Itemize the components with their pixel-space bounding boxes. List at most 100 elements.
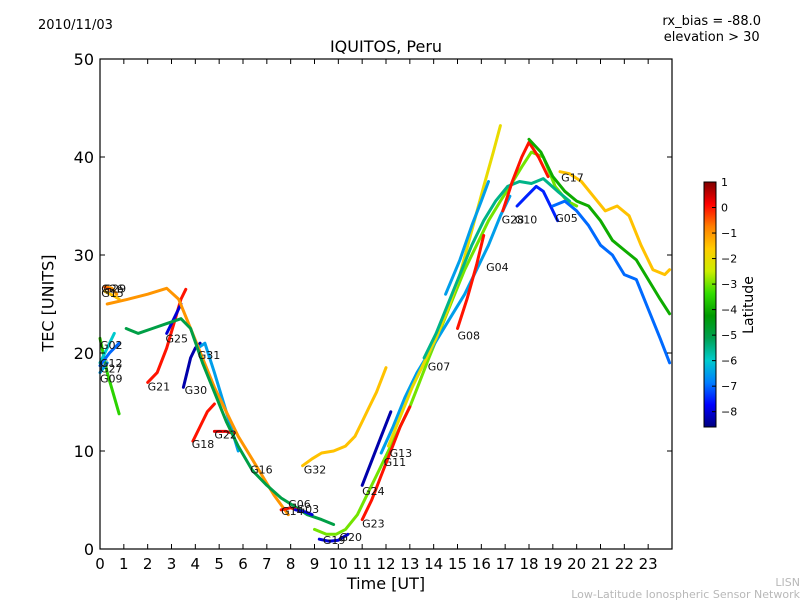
satellite-label: G24 — [362, 485, 385, 498]
x-tick-label: 7 — [262, 555, 272, 573]
x-tick-label: 23 — [639, 555, 658, 573]
colorbar-gradient — [703, 181, 717, 428]
colorbar: 1 0 −1 −2 −3 −4 −5 −6 −7 −8 — [703, 176, 737, 428]
satellite-label: G05 — [555, 212, 578, 225]
x-tick-label: 22 — [615, 555, 634, 573]
series-line-g07 — [422, 177, 571, 360]
x-tick-label: 10 — [329, 555, 348, 573]
satellite-label: G09 — [100, 372, 123, 385]
colorbar-tick-label: −4 — [721, 304, 737, 317]
series-line-g03 — [293, 508, 314, 517]
satellite-label: G23 — [362, 518, 385, 531]
series-line-g28 — [501, 140, 550, 213]
x-tick-label: 21 — [591, 555, 610, 573]
x-tick-label: 3 — [167, 555, 177, 573]
series-line-g10 — [515, 184, 560, 223]
satellite-label: G22 — [214, 428, 237, 441]
x-tick-label: 8 — [286, 555, 296, 573]
series-line-g31 — [196, 341, 240, 453]
x-tick-label: 1 — [119, 555, 129, 573]
colorbar-tick-label: 0 — [721, 202, 728, 215]
series-line-g23 — [360, 405, 412, 522]
y-tick-label: 10 — [74, 442, 94, 461]
satellite-label: G18 — [192, 438, 215, 451]
plot-frame — [99, 58, 673, 550]
x-tick-label: 11 — [353, 555, 372, 573]
series-line-g24 — [360, 410, 393, 487]
colorbar-tick-label: −6 — [721, 355, 737, 368]
y-tick-label: 50 — [74, 50, 94, 69]
colorbar-tick-label: 1 — [721, 176, 728, 189]
series-line-g16 — [105, 286, 290, 517]
series-line-g20 — [313, 150, 579, 536]
satellite-label: G27 — [100, 363, 123, 376]
satellite-label: G03 — [297, 503, 320, 516]
network-name: Low-Latitude Ionospheric Sensor Network — [571, 588, 800, 601]
x-tick-label: 13 — [400, 555, 419, 573]
x-tick-label: 9 — [310, 555, 320, 573]
y-tick-label: 30 — [74, 246, 94, 265]
x-tick-label: 15 — [448, 555, 467, 573]
network-abbreviation: LISN — [775, 576, 800, 589]
x-tick-label: 0 — [95, 555, 105, 573]
satellite-label: G32 — [304, 464, 327, 477]
satellite-label: G20 — [340, 531, 363, 544]
series-line-g18 — [191, 402, 216, 443]
satellite-label: G16 — [250, 464, 273, 477]
satellite-label: G17 — [561, 172, 584, 185]
colorbar-tick-label: −7 — [721, 380, 737, 393]
x-tick-label: 19 — [543, 555, 562, 573]
colorbar-tick-label: −8 — [721, 406, 737, 419]
satellite-label: G12 — [100, 357, 123, 370]
x-tick-label: 14 — [424, 555, 443, 573]
y-axis-ticks: 0 10 20 30 40 50 — [74, 50, 672, 559]
x-tick-label: 4 — [191, 555, 201, 573]
satellite-label: G07 — [428, 361, 451, 374]
y-tick-label: 40 — [74, 148, 94, 167]
x-tick-label: 5 — [214, 555, 224, 573]
x-tick-label: 18 — [519, 555, 538, 573]
satellite-label: G19 — [323, 534, 346, 547]
satellite-label: G15 — [101, 287, 124, 300]
series-line-g11 — [379, 194, 512, 455]
satellite-label: G26 — [101, 282, 124, 295]
date-label: 2010/11/03 — [38, 18, 113, 33]
satellite-label: G30 — [185, 384, 208, 397]
x-axis-ticks: 0 1 2 3 4 5 6 7 8 9 10 11 12 13 14 15 16 17 18 19 20 21 22 23 — [95, 59, 658, 573]
series-line-g05 — [551, 199, 672, 365]
satellite-label: G13 — [390, 447, 413, 460]
series-line-g19 — [317, 532, 350, 543]
x-tick-label: 2 — [143, 555, 153, 573]
series-line-g27 — [98, 341, 121, 368]
chart-title: IQUITOS, Peru — [329, 37, 443, 56]
colorbar-tick-label: −1 — [721, 227, 737, 240]
x-axis-label: Time [UT] — [346, 574, 426, 593]
x-tick-label: 12 — [376, 555, 395, 573]
satellite-label: G02 — [100, 339, 123, 352]
satellite-label: G14 — [281, 505, 304, 518]
series-line-g21 — [146, 287, 188, 384]
satellite-label: G11 — [384, 456, 407, 469]
series-line-g25 — [165, 302, 183, 335]
series-line-g04 — [444, 180, 490, 296]
series-line-g29 — [103, 285, 111, 291]
satellite-label: G25 — [166, 332, 189, 345]
satellite-label: G28 — [502, 214, 525, 227]
series-line-g15 — [103, 289, 121, 301]
y-tick-label: 20 — [74, 344, 94, 363]
satellite-label: G29 — [104, 282, 127, 295]
satellite-label: G06 — [288, 498, 311, 511]
satellite-label: G10 — [515, 214, 538, 227]
x-tick-label: 16 — [472, 555, 491, 573]
x-tick-label: 6 — [238, 555, 248, 573]
series-line-g32 — [301, 366, 388, 468]
colorbar-tick-label: −3 — [721, 278, 737, 291]
y-tick-label: 0 — [84, 540, 94, 559]
colorbar-tick-label: −5 — [721, 329, 737, 342]
series-line-g12 — [98, 331, 116, 365]
x-tick-label: 20 — [567, 555, 586, 573]
plot-parameters: rx_bias = -88.0 elevation > 30 — [662, 14, 761, 46]
series-line-g13 — [386, 124, 502, 448]
